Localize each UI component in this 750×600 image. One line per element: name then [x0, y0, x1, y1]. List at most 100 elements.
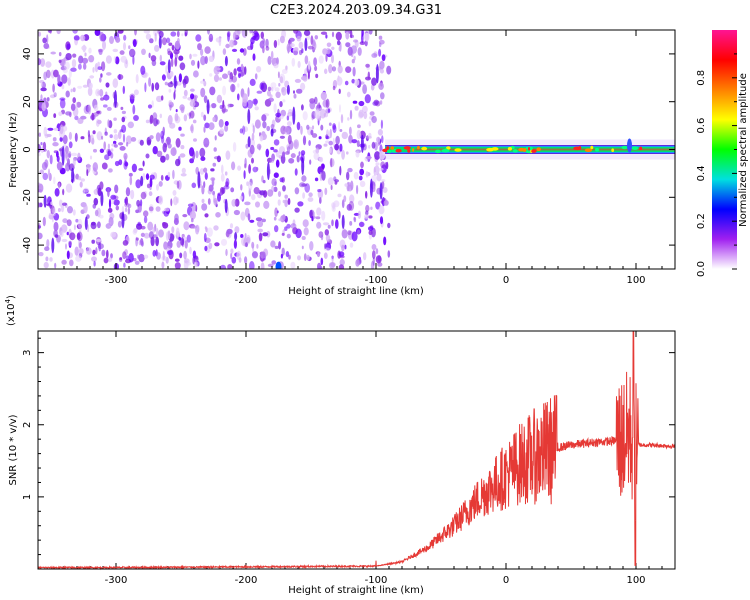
spectrogram-noise-cell	[273, 103, 277, 114]
spectrogram-noise-cell	[181, 167, 186, 174]
spectrogram-noise-cell	[119, 50, 125, 55]
spectrogram-noise-cell	[70, 103, 76, 111]
spectrogram-noise-cell	[331, 219, 334, 227]
spectrogram-noise-cell	[373, 99, 379, 106]
spectrogram-noise-cell	[347, 117, 350, 121]
spectrogram-noise-cell	[308, 192, 313, 197]
spectrogram-noise-cell	[312, 41, 317, 51]
spectrogram-noise-cell	[96, 131, 103, 141]
spectrogram-noise-cell	[320, 31, 328, 35]
spectrogram-noise-cell	[88, 47, 92, 54]
spectrogram-noise-cell	[72, 53, 77, 58]
spectrogram-noise-cell	[364, 94, 371, 104]
spectrogram-noise-cell	[290, 43, 295, 48]
spectrogram-noise-cell	[200, 55, 206, 66]
spectrogram-noise-cell	[368, 215, 373, 219]
spectrogram-noise-cell	[259, 82, 264, 90]
spectrogram-noise-cell	[99, 181, 104, 190]
spectrogram-noise-cell	[302, 135, 307, 146]
spectrogram-noise-cell	[52, 83, 55, 93]
spectrogram-noise-cell	[225, 248, 228, 257]
spectrogram-noise-cell	[115, 205, 120, 211]
spectrogram-noise-cell	[174, 262, 181, 269]
spectrogram-noise-cell	[262, 232, 269, 237]
spectrogram-noise-cell	[130, 189, 135, 200]
spectrogram-noise-cell	[323, 252, 328, 259]
spectrogram-noise-cell	[269, 94, 273, 99]
spectrogram-noise-cell	[356, 140, 360, 148]
colorbar-tick-label: 0.4	[696, 165, 707, 181]
spectrogram-noise-cell	[386, 65, 392, 75]
spectrogram-noise-cell	[174, 115, 181, 124]
spectrogram-noise-cell	[376, 173, 382, 182]
spectrogram-noise-cell	[52, 142, 59, 147]
spectrogram-noise-cell	[240, 211, 246, 221]
spectrogram-noise-cell	[331, 54, 334, 64]
spectrogram-noise-cell	[70, 88, 73, 93]
spectrogram-noise-cell	[53, 176, 56, 185]
spectrogram-y-tick-label: 0	[22, 146, 33, 152]
spectrogram-noise-cell	[94, 63, 99, 73]
spectrogram-noise-cell	[143, 216, 148, 224]
spectrogram-noise-cell	[97, 90, 104, 96]
spectrogram-noise-cell	[368, 120, 372, 127]
spectrogram-noise-cell	[170, 198, 173, 207]
spectrogram-noise-cell	[84, 52, 87, 57]
spectrogram-noise-cell	[368, 144, 371, 149]
signal-band-hotspot	[390, 146, 395, 150]
signal-band-hotspot	[407, 149, 411, 153]
spectrogram-noise-cell	[231, 256, 237, 264]
spectrogram-noise-cell	[76, 101, 82, 108]
spectrogram-noise-cell	[92, 249, 96, 256]
spectrogram-noise-cell	[297, 201, 304, 207]
spectrogram-noise-cell	[114, 184, 119, 194]
spectrogram-noise-cell	[249, 138, 256, 148]
spectrogram-noise-cell	[218, 38, 222, 47]
spectrogram-noise-cell	[227, 264, 233, 269]
spectrogram-noise-cell	[293, 30, 299, 34]
spectrogram-noise-cell	[364, 32, 370, 42]
signal-band-hotspot	[611, 148, 615, 152]
snr-ticks: -300 -200 -100 0 100 1 2 3	[22, 331, 676, 586]
spectrogram-noise-cell	[286, 43, 291, 53]
spectrogram-noise-cell	[87, 87, 93, 97]
spectrogram-noise-cell	[335, 219, 339, 229]
spectrogram-noise-cell	[356, 129, 361, 140]
spectrogram-noise-cell	[149, 135, 154, 140]
spectrogram-noise-cell	[100, 73, 103, 78]
spectrogram-noise-cell	[186, 261, 192, 266]
spectrogram-noise-cell	[125, 207, 128, 212]
spectrogram-noise-cell	[352, 66, 356, 77]
spectrogram-noise-cell	[93, 104, 99, 112]
spectrogram-noise-cell	[73, 224, 76, 231]
spectrogram-noise-cell	[240, 184, 243, 191]
spectrogram-noise-cell	[353, 216, 356, 221]
spectrogram-noise-cell	[134, 30, 137, 36]
spectrogram-noise-cell	[343, 195, 347, 203]
spectrogram-noise-cell	[284, 194, 289, 199]
spectrogram-noise-cell	[284, 126, 290, 135]
spectrogram-noise-cell	[270, 124, 275, 129]
spectrogram-noise-cell	[260, 31, 264, 39]
spectrogram-noise-cell	[85, 247, 92, 255]
spectrogram-noise-cell	[84, 216, 88, 230]
spectrogram-noise-cell	[50, 51, 56, 55]
spectrogram-noise-cell	[363, 111, 368, 120]
spectrogram-noise-cell	[100, 191, 104, 207]
spectrogram-noise-cell	[108, 198, 112, 209]
spectrogram-noise-cell	[118, 73, 121, 81]
spectrogram-noise-cell	[296, 88, 303, 94]
spectrogram-noise-cell	[321, 210, 326, 221]
spectrogram-noise-cell	[138, 253, 145, 263]
spectrogram-noise-cell	[65, 53, 72, 61]
spectrogram-noise-cell	[58, 148, 63, 152]
spectrogram-noise-cell	[43, 43, 50, 49]
spectrogram-noise-cell	[150, 55, 157, 62]
spectrogram-noise-cell	[232, 142, 237, 152]
spectrogram-noise-cell	[152, 146, 158, 155]
spectrogram-noise-cell	[314, 96, 318, 105]
spectrogram-noise-cell	[230, 83, 236, 93]
spectrogram-noise-cell	[287, 134, 292, 145]
spectrogram-noise-cell	[314, 65, 318, 72]
